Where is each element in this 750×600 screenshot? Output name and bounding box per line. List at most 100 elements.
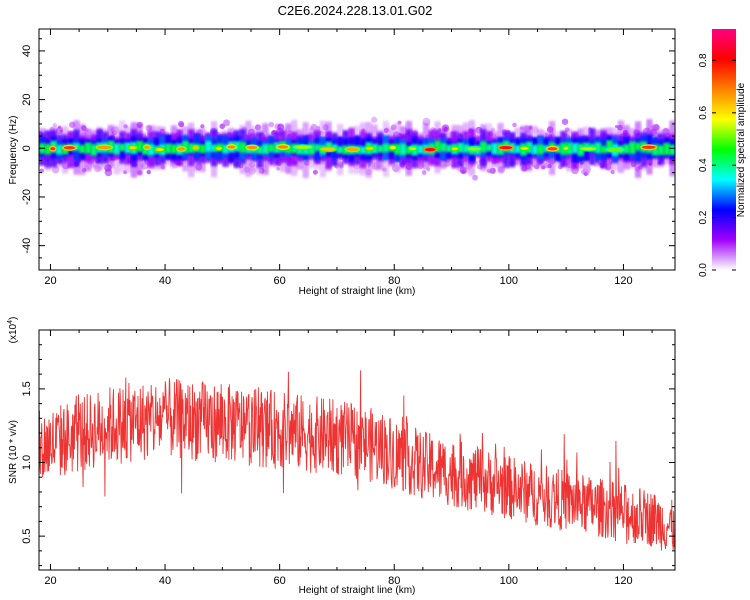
spectrogram-panel: 20 40 60 80 100 120 40 20 0 -20 -40 Height of str…: [8, 28, 676, 297]
snr-y-axis: 1.5 1.0 0.5: [21, 344, 675, 567]
heatmap-peak-core: [215, 146, 223, 150]
heatmap-cell: [657, 145, 665, 155]
heatmap-cell: [629, 141, 636, 154]
x-tick-label: 60: [274, 275, 286, 287]
heatmap-peak-core: [320, 147, 336, 151]
heatmap-cell: [268, 144, 275, 152]
heatmap-cell: [256, 146, 264, 154]
colorbar-tick-label: 0.4: [698, 158, 709, 172]
snr-y-label: SNR (10 * v/v): [8, 420, 19, 484]
x-tick-label: 100: [500, 275, 518, 287]
heatmap-cell: [669, 144, 675, 156]
heatmap-peak-core: [606, 148, 624, 152]
heatmap-speckle: [52, 123, 58, 128]
snr-frame: [38, 329, 676, 571]
colorbar-tick-label: 0.6: [698, 105, 709, 119]
heatmap-cell: [233, 141, 241, 152]
colorbar-ticks: 0.0 0.2 0.4 0.6 0.8: [698, 53, 736, 277]
heatmap-speckle: [219, 123, 226, 130]
snr-x-label: Height of straight line (km): [299, 585, 416, 596]
heatmap-peak-core: [547, 147, 558, 151]
heatmap-cell: [56, 144, 63, 155]
heatmap-cell: [434, 140, 441, 153]
heatmap-peak-core: [155, 147, 164, 152]
heatmap-cell: [440, 143, 447, 152]
heatmap-speckle: [421, 170, 427, 175]
y-tick-label: 20: [21, 93, 33, 105]
heatmap-speckle: [312, 169, 318, 175]
spectrogram-y-axis: 40 20 0 -20 -40: [21, 38, 675, 259]
x-tick-label: 40: [159, 275, 171, 287]
heatmap-cell: [491, 142, 498, 155]
heatmap-cell: [165, 143, 172, 154]
spectrogram-frame: [38, 28, 676, 271]
heatmap-cell: [119, 143, 126, 152]
y-tick-label: -20: [21, 189, 33, 205]
x-tick-label: 120: [614, 575, 632, 587]
heatmap-cell: [170, 144, 178, 154]
heatmap-cell: [399, 143, 407, 155]
heatmap-peak-core: [467, 147, 481, 151]
heatmap-peak-core: [409, 147, 417, 151]
spectrogram-x-axis: 20 40 60 80 100 120: [44, 29, 653, 287]
colorbar-tick-label: 0.8: [698, 53, 709, 67]
heatmap-speckle: [614, 125, 618, 129]
heatmap-cell: [514, 145, 521, 154]
spectrogram-heatmap: [39, 116, 675, 181]
heatmap-cell: [537, 144, 544, 154]
heatmap-peak-core: [293, 145, 313, 149]
heatmap-peak-core: [499, 146, 513, 150]
heatmap-speckle: [276, 166, 280, 171]
x-tick-label: 20: [44, 575, 56, 587]
heatmap-cell: [417, 145, 424, 154]
heatmap-peak-core: [144, 145, 150, 149]
heatmap-peak-core: [227, 145, 236, 149]
heatmap-cell: [480, 141, 487, 153]
snr-panel: 20 40 60 80 100 120 1.5 1.0 0.5 Height of strai…: [7, 317, 676, 596]
heatmap-cell: [445, 144, 453, 153]
heatmap-peak-core: [366, 146, 374, 150]
heatmap-cell: [623, 144, 630, 154]
heatmap-cell: [222, 144, 229, 154]
y-tick-label: 0.5: [21, 528, 33, 543]
heatmap-cell: [84, 142, 92, 154]
heatmap-speckle: [610, 169, 615, 175]
heatmap-cell: [314, 144, 321, 151]
x-tick-label: 80: [388, 575, 400, 587]
heatmap-speckle: [472, 174, 478, 181]
heatmap-cell: [239, 142, 246, 153]
heatmap-cell: [606, 140, 613, 153]
heatmap-speckle: [200, 124, 205, 129]
heatmap-peak-core: [50, 147, 56, 151]
heatmap-speckle: [223, 119, 230, 127]
heatmap-peak-core: [277, 145, 289, 149]
heatmap-peak-core: [389, 146, 397, 150]
heatmap-peak-core: [128, 146, 137, 150]
heatmap-peak-core: [563, 146, 569, 150]
heatmap-speckle: [512, 122, 517, 128]
heatmap-cell: [457, 142, 464, 153]
x-tick-label: 120: [614, 275, 632, 287]
colorbar-label: Normalized spectral amplitude: [736, 82, 747, 217]
x-tick-label: 40: [159, 575, 171, 587]
heatmap-peak-core: [520, 146, 529, 150]
snr-series-line: [39, 370, 675, 553]
heatmap-cell: [136, 140, 143, 152]
heatmap-peak-core: [424, 148, 436, 152]
y-tick-label: 40: [21, 45, 33, 57]
heatmap-peak-core: [580, 146, 597, 151]
spectrogram-x-label: Height of straight line (km): [299, 286, 416, 297]
heatmap-cell: [182, 141, 189, 153]
snr-x-axis: 20 40 60 80 100 120: [44, 330, 653, 587]
snr-y-multiplier: (x104): [7, 317, 19, 344]
y-tick-label: 0: [21, 145, 33, 151]
heatmap-cell: [531, 144, 539, 155]
heatmap-cell: [382, 143, 390, 152]
heatmap-cell: [187, 143, 195, 153]
heatmap-cell: [285, 144, 292, 153]
heatmap-cell: [594, 142, 602, 153]
heatmap-cell: [600, 145, 607, 154]
heatmap-cell: [90, 144, 97, 156]
spectrogram-y-label: Frequency (Hz): [8, 116, 19, 185]
colorbar-gradient: [712, 29, 736, 270]
